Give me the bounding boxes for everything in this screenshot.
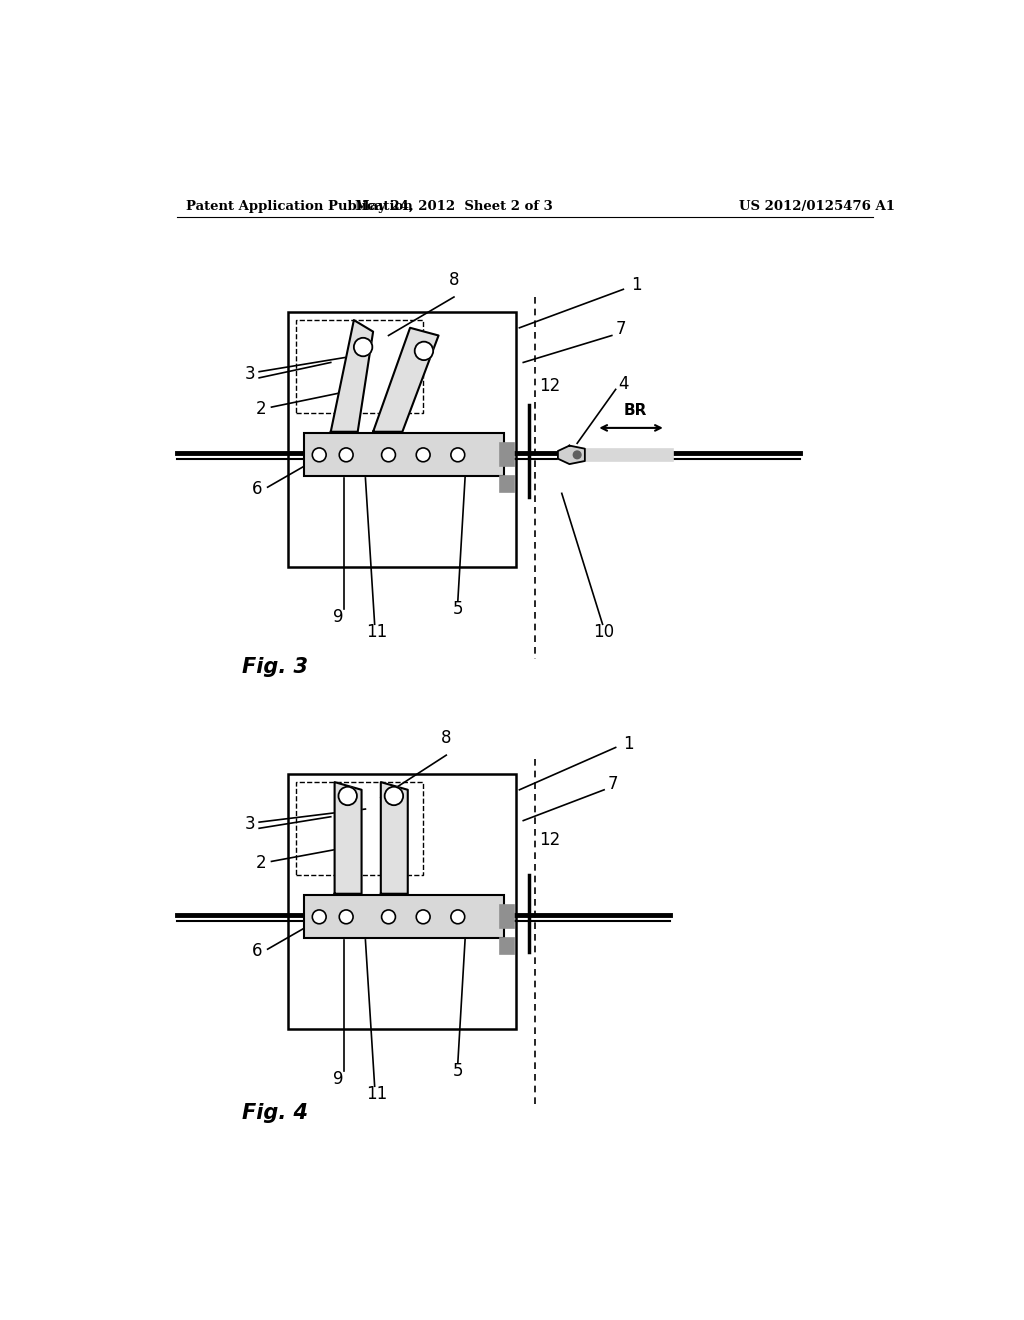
Circle shape [451,909,465,924]
Text: Fig. 3: Fig. 3 [243,656,308,677]
Circle shape [339,787,357,805]
Text: Fig. 4: Fig. 4 [243,1104,308,1123]
Text: 12: 12 [539,830,560,849]
Text: May 24, 2012  Sheet 2 of 3: May 24, 2012 Sheet 2 of 3 [355,199,553,213]
Text: 7: 7 [615,321,626,338]
Bar [304,433,504,477]
Text: 6: 6 [252,942,263,961]
Circle shape [416,909,430,924]
Bar [585,449,674,461]
Text: 2: 2 [256,400,267,417]
Text: 2: 2 [256,854,267,873]
Circle shape [451,447,465,462]
Text: Patent Application Publication: Patent Application Publication [186,199,413,213]
Polygon shape [331,321,373,432]
Circle shape [339,447,353,462]
Text: 11: 11 [367,1085,388,1104]
Bar [500,906,514,928]
Text: 1: 1 [624,735,634,752]
Circle shape [416,447,430,462]
Bar [500,444,514,466]
Text: BR: BR [624,403,646,418]
Text: US 2012/0125476 A1: US 2012/0125476 A1 [739,199,895,213]
Circle shape [573,451,581,459]
Text: 6: 6 [252,480,263,499]
Text: 7: 7 [608,775,618,793]
Bar [500,939,514,954]
Text: 10: 10 [594,623,614,642]
Circle shape [382,909,395,924]
Text: 8: 8 [449,272,459,289]
Text: 12: 12 [539,376,560,395]
Bar [296,321,423,412]
Bar [289,775,515,1028]
Circle shape [339,909,353,924]
Bar [289,313,515,566]
Text: 9: 9 [333,607,344,626]
Polygon shape [558,446,585,465]
Circle shape [385,787,403,805]
Text: 5: 5 [453,599,463,618]
Text: 9: 9 [333,1069,344,1088]
Bar [500,477,514,492]
Circle shape [415,342,433,360]
Polygon shape [381,781,408,894]
Text: 3: 3 [245,366,255,383]
Circle shape [312,909,326,924]
Bar [304,895,504,939]
Bar [296,781,423,875]
Text: 1: 1 [631,276,642,294]
Text: 3: 3 [245,816,255,833]
Circle shape [382,447,395,462]
Text: 4: 4 [617,375,629,393]
Circle shape [354,338,373,356]
Polygon shape [373,327,438,432]
Text: 5: 5 [453,1061,463,1080]
Circle shape [312,447,326,462]
Text: 11: 11 [367,623,388,642]
Polygon shape [335,781,361,894]
Text: 8: 8 [441,730,452,747]
